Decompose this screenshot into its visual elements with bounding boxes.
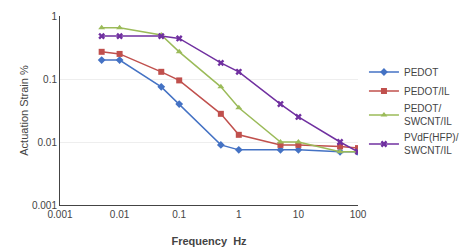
svg-text:1: 1 bbox=[51, 11, 57, 22]
svg-text:0.1: 0.1 bbox=[43, 74, 57, 85]
svg-text:100: 100 bbox=[350, 209, 367, 220]
svg-text:10: 10 bbox=[293, 209, 305, 220]
svg-text:Frequency Hz: Frequency Hz bbox=[171, 235, 247, 247]
svg-text:0.01: 0.01 bbox=[110, 209, 130, 220]
svg-text:0.001: 0.001 bbox=[47, 209, 72, 220]
svg-text:PEDOT/SWCNT/IL: PEDOT/SWCNT/IL bbox=[404, 103, 452, 127]
svg-text:0.001: 0.001 bbox=[32, 200, 57, 211]
svg-text:Actuation Strain %: Actuation Strain % bbox=[18, 65, 30, 156]
svg-text:PEDOT/IL: PEDOT/IL bbox=[404, 86, 450, 97]
svg-text:0.01: 0.01 bbox=[38, 137, 58, 148]
svg-text:1: 1 bbox=[236, 209, 242, 220]
svg-text:PVdF(HFP)/SWCNT/IL: PVdF(HFP)/SWCNT/IL bbox=[404, 132, 459, 156]
svg-text:0.1: 0.1 bbox=[172, 209, 186, 220]
svg-text:PEDOT: PEDOT bbox=[404, 67, 438, 78]
